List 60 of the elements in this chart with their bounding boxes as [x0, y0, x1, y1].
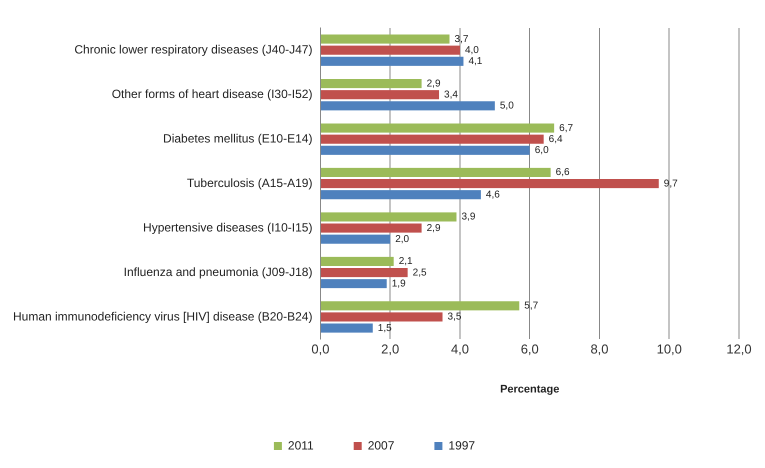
y-tick-label: Diabetes mellitus (E10-E14): [163, 131, 312, 146]
data-label: 1,9: [392, 278, 406, 290]
data-label: 6,7: [559, 122, 574, 134]
data-label: 3,5: [448, 312, 462, 323]
x-tick-label: 8,0: [590, 342, 609, 357]
y-tick-label: Tuberculosis (A15-A19): [186, 176, 312, 190]
x-tick-label: 10,0: [656, 342, 682, 357]
data-label: 2,0: [395, 234, 410, 245]
bar: [320, 134, 544, 144]
data-label: 4,1: [468, 56, 483, 68]
bar: [320, 301, 520, 310]
legend-label: 2007: [368, 438, 395, 452]
bar: [320, 46, 460, 55]
bar: [320, 312, 443, 322]
bar: [320, 234, 390, 244]
bar: [320, 190, 481, 200]
bar: [320, 212, 456, 222]
legend-label: 2011: [288, 438, 314, 452]
data-label: 4,6: [486, 189, 500, 200]
data-label: 6,6: [556, 167, 570, 178]
bar: [320, 168, 551, 178]
data-label: 2,1: [398, 256, 414, 268]
data-label: 9,7: [664, 178, 678, 190]
bar: [320, 34, 450, 44]
y-tick-label: Hypertensive diseases (I10-I15): [143, 220, 312, 234]
x-axis-title: Percentage: [500, 383, 560, 396]
y-tick-label: Human immunodeficiency virus [HIV] disease (B20-B24): [12, 309, 312, 324]
bar: [320, 324, 373, 333]
x-tick-label: 12,0: [726, 342, 752, 357]
data-label: 5,7: [524, 300, 539, 312]
legend-label: 1997: [448, 438, 476, 452]
data-label: 3,4: [444, 89, 458, 100]
data-label: 3,9: [461, 212, 476, 223]
bar: [320, 123, 554, 133]
bar: [320, 79, 422, 88]
data-label: 2,9: [426, 222, 441, 234]
y-tick-label: Other forms of heart disease (I30-I52): [112, 87, 312, 101]
bar: [320, 256, 394, 266]
data-label: 6,4: [548, 134, 564, 145]
bar: [320, 224, 422, 233]
bar: [320, 279, 387, 288]
x-tick-label: 4,0: [450, 342, 470, 357]
bar: [320, 90, 440, 100]
bar: [320, 56, 464, 66]
data-label: 4,0: [464, 44, 480, 56]
bar: [320, 179, 659, 188]
bar: [320, 101, 495, 110]
x-tick-label: 2,0: [381, 342, 400, 357]
bar: [320, 146, 530, 155]
x-tick-label: 0,0: [311, 342, 330, 357]
data-label: 6,0: [534, 145, 550, 156]
y-tick-label: Influenza and pneumonia (J09-J18): [124, 264, 312, 279]
data-label: 3,7: [454, 34, 469, 45]
data-label: 2,9: [426, 78, 441, 90]
x-tick-label: 6,0: [520, 342, 539, 357]
data-label: 1,5: [378, 322, 392, 334]
y-tick-label: Chronic lower respiratory diseases (J40-J47): [74, 42, 312, 57]
bar: [320, 268, 408, 278]
data-label: 2,5: [412, 267, 427, 278]
data-label: 5,0: [500, 100, 514, 112]
